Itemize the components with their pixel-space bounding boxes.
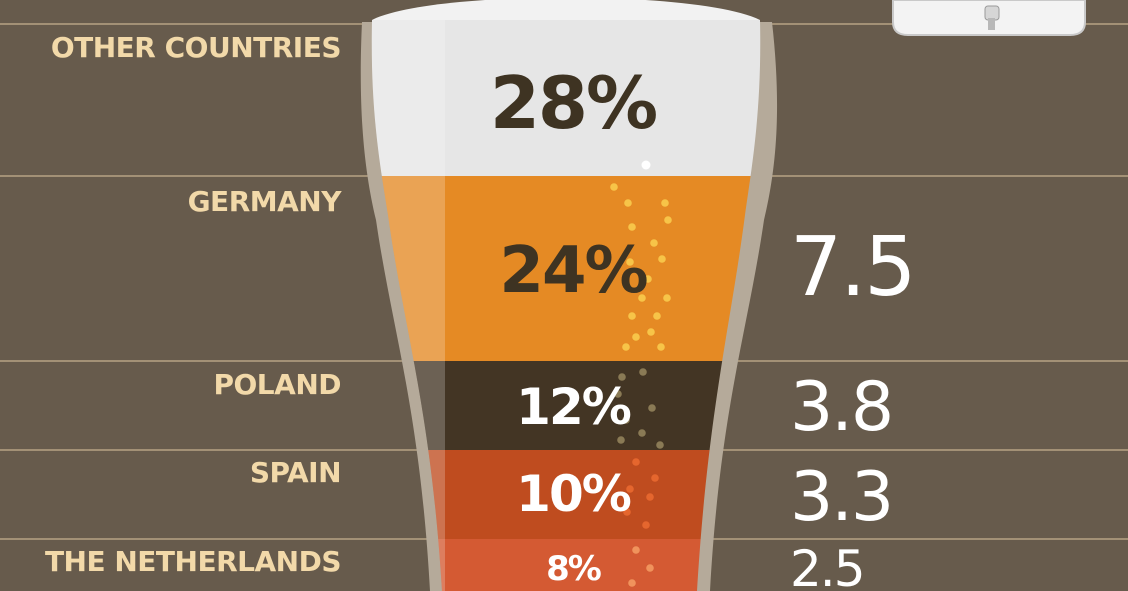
share-labels: 28% 24% 12% 10% 8%	[490, 61, 658, 589]
bubble-icon	[642, 521, 650, 529]
bubble-icon	[646, 564, 654, 572]
bubble-icon	[624, 199, 632, 207]
keg-icon	[892, 0, 1086, 36]
bubble-icon	[610, 183, 618, 191]
bubble-icon	[618, 373, 626, 381]
glass-rim	[372, 0, 760, 20]
bubble-icon	[628, 312, 636, 320]
bubble-icon	[658, 255, 666, 263]
bubble-icon	[617, 436, 625, 444]
category-label-spain: SPAIN	[249, 456, 342, 489]
bubble-icon	[632, 333, 640, 341]
category-label-germany: GERMANY	[187, 185, 342, 218]
beer-layers	[371, 20, 761, 591]
bubble-icon	[664, 216, 672, 224]
bubble-icon	[647, 328, 655, 336]
bubble-icon	[632, 546, 640, 554]
bubble-icon	[638, 429, 646, 437]
bubble-icon	[657, 343, 665, 351]
bubble-icon	[622, 416, 630, 424]
layer-poland	[371, 361, 761, 450]
category-label-poland: POLAND	[213, 368, 341, 401]
bubble-icon	[644, 275, 652, 283]
bubble-icon	[648, 404, 656, 412]
value-label: 7.5	[790, 220, 914, 315]
layer-germany	[371, 176, 761, 361]
bubble-icon	[656, 441, 664, 449]
value-label: 3.3	[790, 458, 892, 537]
bubble-icon	[653, 312, 661, 320]
share-label: 28%	[490, 61, 656, 145]
share-label: 10%	[516, 465, 631, 523]
bubble-icon	[628, 223, 636, 231]
layer-other-countries	[371, 20, 761, 176]
bubble-icon	[623, 508, 631, 516]
bubble-icon	[646, 493, 654, 501]
bubble-icon	[614, 390, 622, 398]
bubble-icon	[626, 258, 634, 266]
bubble-icon	[622, 343, 630, 351]
bubble-icon	[663, 294, 671, 302]
value-label: 3.8	[790, 368, 892, 447]
category-label-the-netherlands: THE NETHERLANDS	[44, 545, 342, 578]
bubble-icon	[610, 160, 672, 587]
bubble-icon	[638, 294, 646, 302]
share-label: 12%	[516, 378, 631, 436]
category-label-other-countries: OTHER COUNTRIES	[50, 31, 342, 64]
bubble-icon	[650, 239, 658, 247]
bubble-icon	[651, 474, 659, 482]
value-label: 2.5	[790, 540, 864, 591]
value-labels: 7.5 3.8 3.32.5	[790, 220, 916, 591]
bubble-icon	[639, 368, 647, 376]
bubble-icon	[632, 458, 640, 466]
share-label: 8%	[546, 549, 601, 589]
bubble-icon	[641, 160, 651, 170]
bubble-icon	[626, 485, 634, 493]
bubble-icon	[628, 579, 636, 587]
share-label: 24%	[499, 234, 647, 308]
bubble-icon	[661, 199, 669, 207]
